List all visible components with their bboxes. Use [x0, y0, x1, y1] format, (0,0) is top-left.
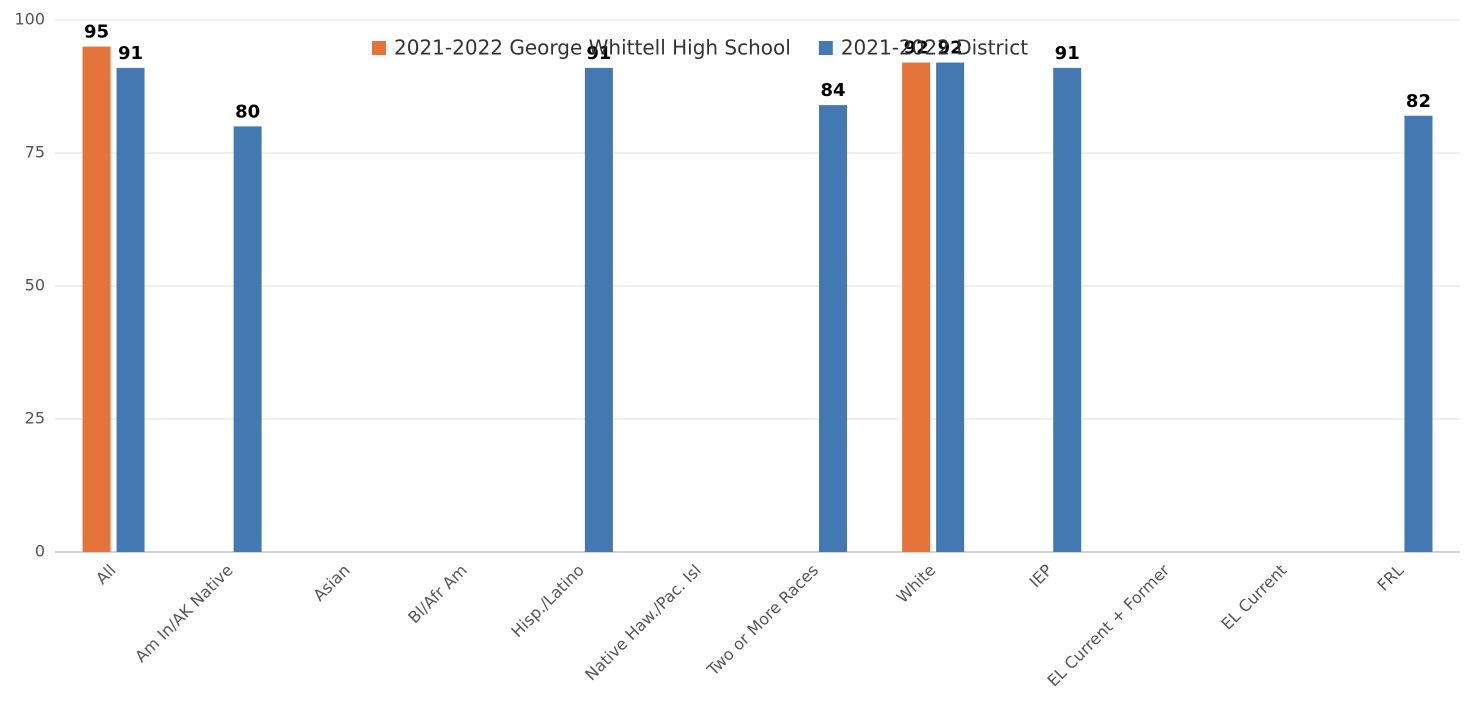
x-tick-label: All	[92, 561, 119, 588]
y-tick-label: 25	[25, 409, 45, 428]
x-tick-label: Am In/AK Native	[131, 561, 237, 667]
bar	[116, 67, 145, 552]
data-label: 82	[1406, 91, 1431, 112]
x-tick-label: Hisp./Latino	[507, 561, 587, 641]
bar	[1404, 115, 1433, 552]
x-tick-label: Two or More Races	[703, 561, 822, 680]
x-tick-label: FRL	[1373, 561, 1407, 595]
x-tick-label: Native Haw./Pac. Isl	[581, 561, 705, 685]
legend-label: 2021-2022 District	[841, 36, 1028, 60]
x-tick-label: IEP	[1025, 560, 1056, 591]
x-tick-label: Asian	[309, 561, 353, 605]
y-tick-label: 100	[14, 10, 45, 29]
bar	[819, 105, 848, 553]
legend-label: 2021-2022 George Whittell High School	[394, 36, 791, 60]
data-label: 84	[821, 80, 846, 101]
data-label: 91	[586, 43, 611, 64]
data-label: 92	[904, 38, 929, 59]
x-tick-label: EL Current + Former	[1044, 560, 1174, 690]
bar	[233, 126, 262, 553]
bar	[82, 46, 111, 552]
bar	[902, 62, 931, 553]
legend-swatch	[372, 41, 386, 55]
data-label: 91	[1055, 43, 1080, 64]
data-label: 95	[84, 22, 109, 43]
bar	[584, 67, 613, 552]
x-tick-label: Bl/Afr Am	[404, 561, 470, 627]
data-label: 91	[118, 43, 143, 64]
bar	[936, 62, 965, 553]
y-tick-label: 75	[25, 143, 45, 162]
x-tick-label: EL Current	[1217, 561, 1290, 634]
legend-swatch	[818, 41, 833, 55]
y-tick-label: 0	[35, 542, 45, 561]
data-label: 80	[235, 101, 260, 122]
y-tick-label: 50	[25, 276, 45, 295]
data-label: 92	[938, 38, 963, 59]
bar	[1053, 67, 1082, 552]
x-tick-label: White	[893, 561, 939, 607]
